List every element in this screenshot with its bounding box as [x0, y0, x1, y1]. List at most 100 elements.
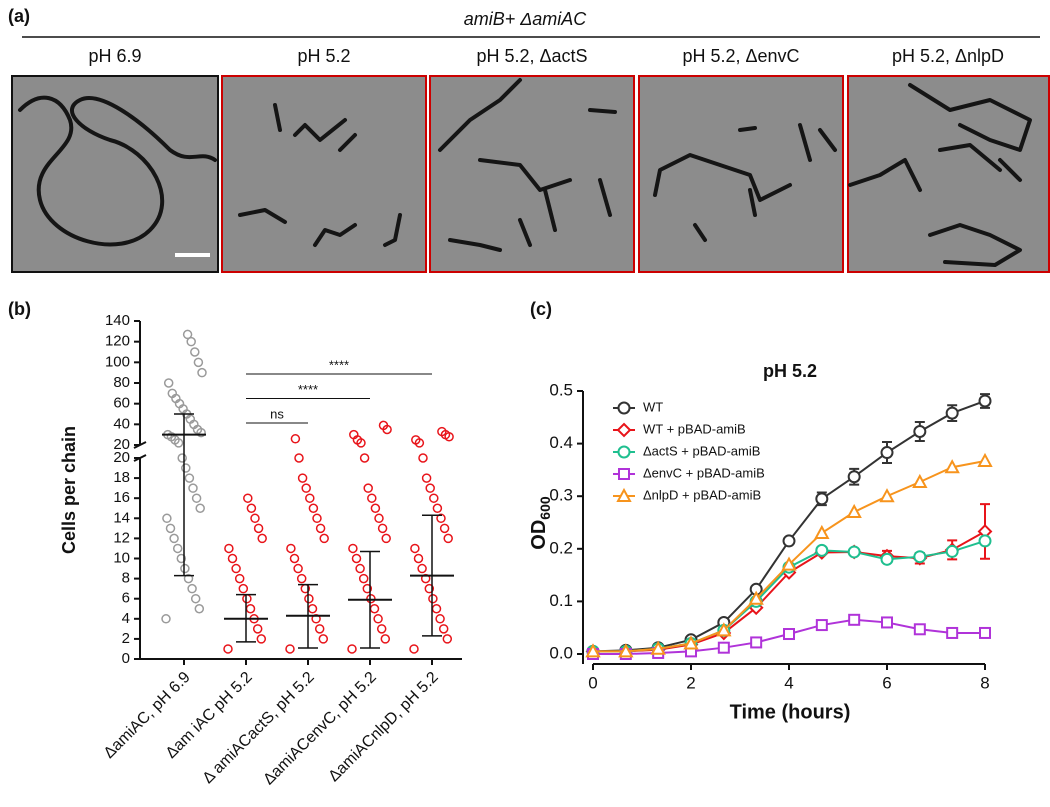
data-point — [243, 493, 253, 503]
data-point — [286, 543, 296, 554]
data-point — [348, 543, 358, 554]
data-point — [193, 357, 204, 368]
data-point — [256, 634, 267, 644]
data-point — [183, 573, 194, 584]
panel-label: (b) — [8, 299, 31, 319]
y-tick-label: 0 — [122, 650, 130, 667]
chart-title: pH 5.2 — [763, 361, 817, 381]
micrograph-label: pH 5.2, ΔactS — [476, 46, 587, 66]
y-axis-label: OD600 — [528, 496, 552, 550]
data-point — [359, 453, 370, 463]
x-tick-label: 4 — [784, 673, 793, 692]
marker — [750, 636, 763, 649]
marker — [846, 503, 862, 518]
marker — [650, 640, 666, 655]
data-point — [289, 553, 300, 564]
data-point — [308, 503, 319, 513]
y-tick-label: 40 — [113, 415, 130, 432]
data-point — [410, 543, 420, 554]
marker — [815, 492, 829, 506]
marker — [748, 590, 764, 605]
data-point — [293, 563, 303, 574]
legend-label: WT — [643, 399, 663, 414]
data-point — [349, 429, 359, 440]
marker — [847, 470, 861, 484]
cell-chain — [18, 95, 217, 247]
data-point — [245, 604, 256, 614]
marker — [880, 446, 894, 460]
data-point — [355, 563, 365, 574]
data-point — [417, 563, 427, 574]
cell-chain — [438, 78, 617, 252]
data-point — [409, 644, 419, 654]
x-tick-label: 8 — [980, 673, 989, 692]
data-point — [246, 503, 257, 513]
marker — [618, 468, 630, 480]
panel-label: (c) — [530, 299, 552, 319]
y-axis — [139, 321, 462, 660]
y-tick-label: 16 — [113, 489, 130, 506]
data-point — [438, 624, 449, 634]
marker — [815, 619, 828, 632]
data-point — [319, 533, 329, 544]
marker — [978, 534, 992, 548]
significance-label: **** — [298, 382, 318, 397]
y-tick-label: 14 — [113, 509, 130, 526]
data-point — [363, 483, 373, 493]
y-tick-label: 0.5 — [549, 380, 573, 399]
data-point — [227, 553, 238, 564]
x-tick-label: ΔamiACnlpD, pH 5.2 — [325, 669, 441, 785]
micrograph — [11, 75, 219, 273]
data-point — [181, 463, 191, 473]
data-point — [167, 388, 178, 399]
data-point — [369, 604, 380, 614]
marker — [946, 626, 959, 639]
y-axis-label-main: OD — [528, 520, 550, 550]
data-point — [411, 435, 421, 445]
data-point — [180, 563, 190, 574]
panel-title: amiB+ ΔamiAC — [464, 9, 588, 29]
significance-label: **** — [329, 357, 349, 372]
legend-label: ΔactS + pBAD-amiB — [643, 443, 760, 458]
data-point — [161, 614, 171, 624]
marker — [847, 545, 861, 559]
y-tick-label: 100 — [105, 353, 130, 370]
x-tick-label: ΔamiACenvC, pH 5.2 — [260, 669, 380, 789]
data-point — [362, 583, 373, 594]
x-axis-label: Time (hours) — [730, 701, 851, 723]
data-point — [307, 604, 318, 614]
data-point — [177, 453, 187, 463]
marker — [913, 550, 927, 564]
y-tick-label: 12 — [113, 529, 130, 546]
data-point — [381, 533, 391, 544]
data-point — [297, 473, 308, 483]
marker — [717, 641, 730, 654]
y-tick-label: 0.4 — [549, 433, 573, 452]
data-point — [172, 543, 183, 554]
significance-label: ns — [270, 406, 284, 421]
x-tick-label: Δ amiACactS, pH 5.2 — [200, 669, 318, 787]
micrograph — [221, 75, 427, 273]
data-point — [238, 583, 249, 594]
data-point — [351, 553, 362, 564]
data-point — [431, 604, 442, 614]
data-point — [252, 624, 263, 634]
data-point — [374, 513, 384, 524]
y-tick-label: 2 — [122, 630, 130, 647]
scale-bar — [175, 253, 210, 257]
data-point — [223, 644, 233, 654]
marker — [913, 623, 926, 636]
micrograph-label: pH 6.9 — [88, 46, 141, 66]
marker — [815, 543, 829, 557]
marker — [585, 643, 601, 658]
data-point — [191, 493, 202, 503]
data-point — [162, 513, 172, 524]
data-point — [234, 573, 245, 584]
legend-label: ΔenvC + pBAD-amiB — [643, 465, 765, 480]
data-point — [367, 493, 377, 503]
data-point — [301, 483, 311, 493]
marker — [783, 628, 795, 641]
data-point — [424, 583, 435, 594]
data-point — [250, 513, 260, 524]
